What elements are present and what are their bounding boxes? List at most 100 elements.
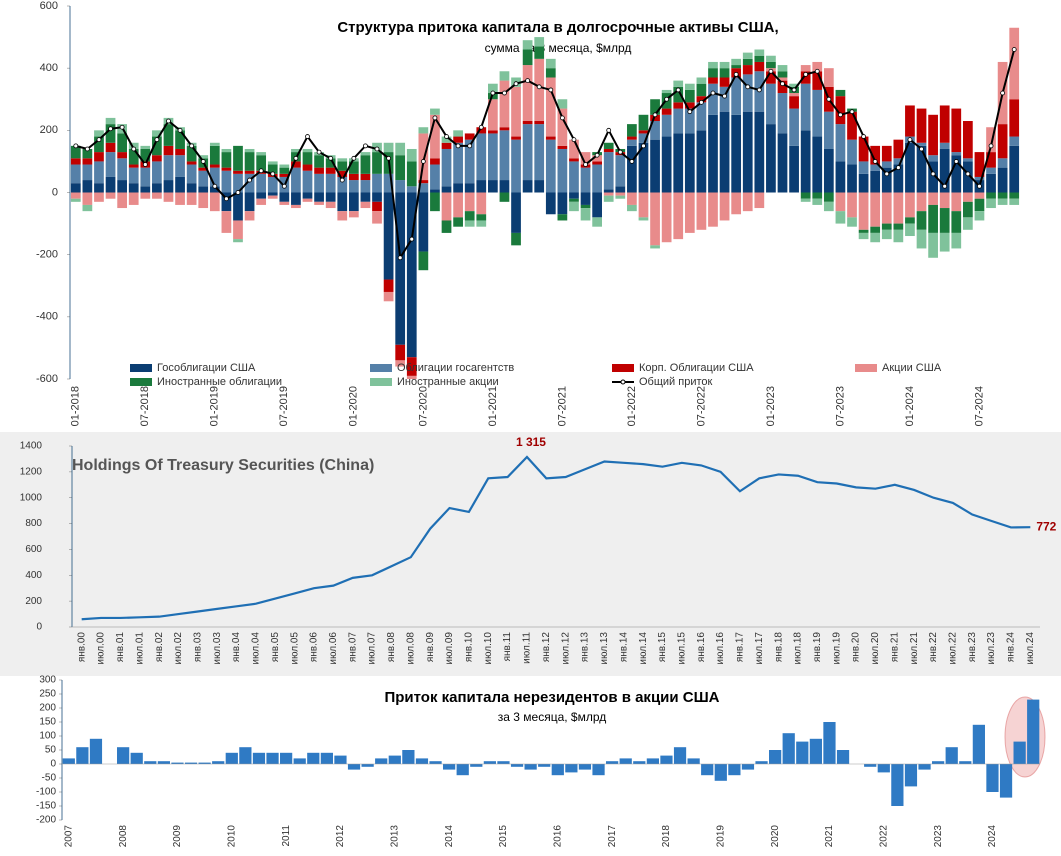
bar-segment (70, 192, 81, 199)
bar-segment (719, 61, 730, 69)
line-marker (154, 137, 160, 143)
bar (592, 764, 605, 776)
bar (918, 764, 931, 770)
bar-segment (128, 183, 139, 193)
bar-segment (453, 183, 463, 193)
bar-segment (905, 217, 915, 224)
x-tick-label: 01-2019 (209, 386, 221, 426)
bar-segment (152, 130, 162, 137)
bar (687, 758, 700, 764)
bar-segment (638, 192, 649, 218)
line-marker (420, 159, 426, 164)
bar-segment (696, 77, 707, 84)
bar-segment (708, 61, 718, 69)
bar-segment (580, 167, 591, 193)
x-tick-label: 07-2020 (417, 386, 429, 426)
bar-segment (325, 158, 336, 168)
bar-segment (650, 192, 660, 246)
line-marker (142, 162, 148, 167)
bar-segment (881, 192, 892, 224)
bar-segment (974, 176, 985, 181)
bar-segment (742, 52, 753, 59)
bar-segment (812, 61, 823, 72)
x-tick-label: июл.08 (405, 632, 416, 665)
bar-segment (94, 161, 104, 184)
y-tick-label: 200 (40, 124, 58, 136)
bar-segment (835, 211, 846, 224)
bar-segment (140, 145, 151, 149)
bar (633, 761, 646, 764)
bar-segment (812, 136, 823, 193)
bar-segment (464, 139, 475, 184)
bar (891, 764, 904, 806)
y-tick-label: 1400 (20, 441, 43, 452)
bar-segment (835, 161, 846, 193)
line-marker (270, 171, 276, 177)
x-tick-label: янв.20 (851, 632, 862, 663)
line (75, 49, 1016, 261)
bar-segment (140, 148, 151, 162)
line-marker (977, 183, 982, 189)
legend-label: Иностранные акции (397, 376, 499, 388)
bar-segment (163, 145, 174, 156)
bar-segment (256, 198, 267, 205)
bar-segment (696, 102, 707, 131)
bar-segment (291, 204, 301, 209)
bar-segment (963, 121, 973, 159)
bar-segment (545, 77, 556, 137)
bar-segment (244, 170, 255, 174)
bar (429, 761, 442, 764)
bar (402, 750, 415, 764)
y-tick-label: 1000 (20, 492, 43, 503)
bar-segment (302, 192, 313, 199)
bar-segment (418, 192, 429, 252)
bar-segment (684, 102, 695, 109)
x-tick-label: июл.20 (870, 632, 881, 665)
bar (171, 762, 184, 764)
bar-segment (638, 130, 649, 134)
bar-segment (372, 152, 382, 174)
bar-segment (974, 192, 985, 199)
bar (470, 764, 483, 767)
bar-segment (406, 186, 417, 193)
legend-label: Иностранные облигации (157, 376, 282, 388)
bar-segment (673, 133, 684, 193)
bar-segment (997, 192, 1008, 199)
bar-segment (1009, 136, 1020, 146)
bar-segment (545, 136, 556, 140)
x-tick-label: 07-2022 (695, 386, 707, 426)
bar-segment (569, 158, 579, 162)
bar-segment (94, 183, 104, 193)
line-marker (629, 159, 635, 164)
bar-segment (383, 173, 394, 193)
bar-segment (464, 211, 475, 221)
line-marker (583, 162, 588, 167)
bar-segment (314, 155, 324, 168)
bar-segment (511, 136, 521, 140)
bar-segment (302, 152, 313, 165)
bar-segment (858, 161, 869, 174)
bar-segment (684, 108, 695, 134)
bar-segment (476, 127, 487, 134)
bar-segment (372, 201, 382, 212)
bar-segment (221, 167, 232, 171)
bar (198, 762, 211, 764)
bar-segment (221, 148, 232, 153)
bar-segment (221, 192, 232, 212)
line-marker (780, 81, 785, 87)
bar-segment (314, 167, 324, 174)
x-tick-label: июл.12 (560, 632, 571, 665)
bar-segment (650, 114, 660, 122)
bar-segment (627, 204, 637, 212)
bar-segment (893, 139, 904, 159)
bar-segment (175, 176, 185, 193)
line (81, 455, 1031, 621)
bar-segment (557, 145, 568, 149)
bar (999, 764, 1013, 798)
x-tick-label: 2014 (444, 825, 455, 848)
bar-segment (603, 142, 614, 149)
x-tick-label: июл.04 (251, 632, 262, 665)
x-tick-label: июл.10 (483, 632, 494, 665)
bar-segment (951, 232, 962, 249)
bar (456, 764, 469, 776)
